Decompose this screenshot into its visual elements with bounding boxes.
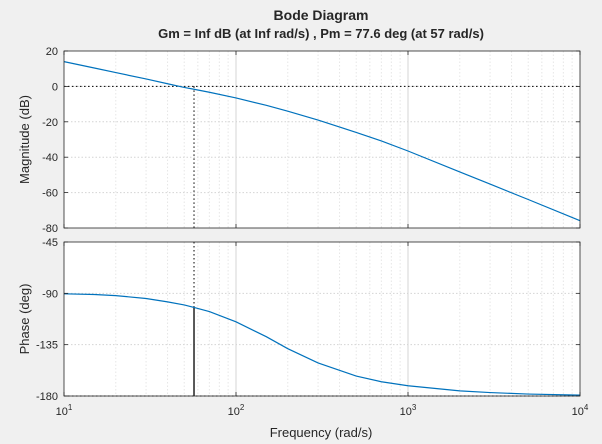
x-axis-label: Frequency (rad/s) — [270, 425, 373, 440]
y-tick-label: -40 — [42, 152, 58, 164]
chart-title: Bode Diagram — [274, 7, 369, 23]
x-tick-label: 101 — [56, 403, 73, 418]
x-tick-label: 103 — [400, 403, 417, 418]
y-tick-label: -45 — [42, 237, 58, 249]
y-tick-label: 0 — [52, 81, 58, 93]
axes-frame — [63, 50, 581, 229]
magnitude-panel: 20 0 -20 -40 -60 -80 — [42, 46, 581, 235]
y-tick-label: -135 — [36, 340, 58, 352]
plot-area — [64, 51, 580, 228]
x-tick-label: 104 — [572, 403, 589, 418]
series-line — [63, 61, 581, 222]
plot-area — [64, 242, 580, 396]
chart-subtitle: Gm = Inf dB (at Inf rad/s) , Pm = 77.6 d… — [158, 26, 484, 41]
phase-axis-label: Phase (deg) — [17, 284, 32, 355]
y-tick-label: -60 — [42, 188, 58, 200]
y-tick-label: -180 — [36, 391, 58, 403]
x-tick-label: 102 — [228, 403, 245, 418]
y-tick-label: -90 — [42, 288, 58, 300]
y-tick-label: -80 — [42, 223, 58, 235]
y-tick-label: 20 — [46, 46, 58, 58]
axes-frame — [63, 241, 581, 397]
y-tick-label: -20 — [42, 117, 58, 129]
series-line — [63, 293, 581, 396]
magnitude-axis-label: Magnitude (dB) — [17, 95, 32, 184]
